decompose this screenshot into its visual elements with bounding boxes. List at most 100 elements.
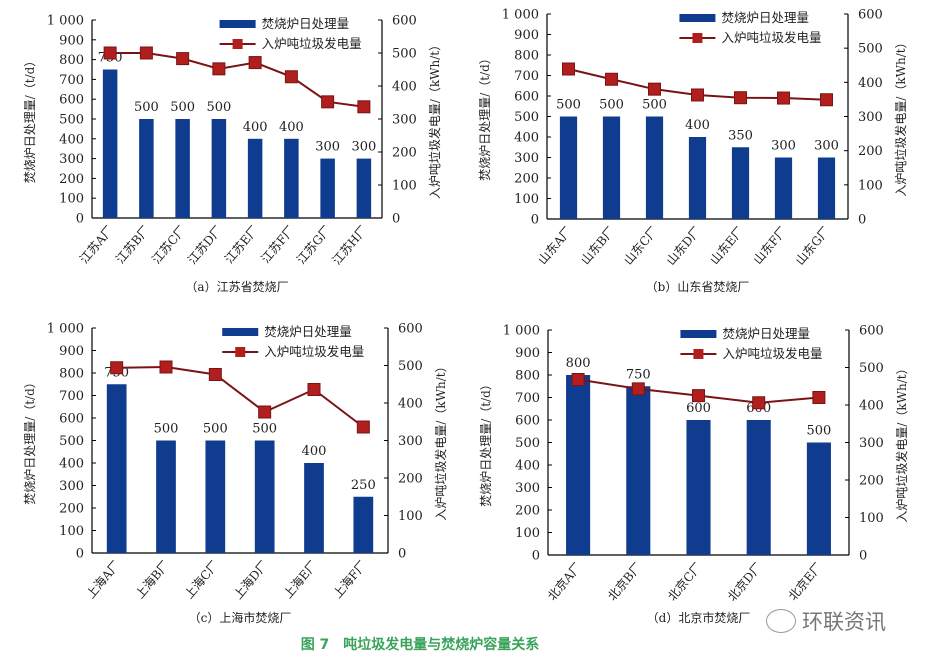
category-label: 北京B厂: [605, 560, 645, 603]
right-tick-label: 200: [392, 146, 417, 161]
bar: [645, 116, 664, 219]
line-marker: [631, 382, 645, 396]
chart-panel-c: 0 100 200 300 400 500 600 700 800 900 1 000 0 100 200…: [23, 322, 448, 626]
legend-line-label: 入炉吨垃圾发电量: [264, 344, 364, 359]
bar: [746, 420, 771, 555]
category-label: 上海A厂: [83, 557, 123, 601]
left-tick-label: 800: [59, 53, 84, 68]
legend-bar-swatch: [679, 14, 716, 22]
legend-bar-label: 焚烧炉日处理量: [262, 16, 350, 31]
y-axis-title: 焚烧炉日处理量/（t/d）: [23, 55, 37, 184]
bar: [284, 138, 299, 218]
y2-axis-title: 入炉吨垃圾发电量/（kWh/t）: [893, 36, 908, 196]
bar: [175, 119, 190, 218]
watermark-text: 环联资讯: [802, 610, 886, 634]
left-tick-label: 500: [59, 434, 84, 449]
line-marker: [777, 91, 790, 105]
category-label: 山东D厂: [664, 224, 704, 268]
left-tick-label: 700: [59, 73, 84, 88]
right-tick-label: 300: [858, 110, 883, 125]
y2-axis-title: 入炉吨垃圾发电量/（kWh/t）: [894, 362, 909, 522]
wechat-icon: [766, 609, 796, 633]
category-label: 山东B厂: [578, 224, 618, 267]
bar-data-label: 400: [685, 118, 710, 133]
line-marker: [820, 93, 833, 107]
left-tick-label: 400: [59, 132, 84, 147]
left-tick-label: 500: [59, 113, 84, 128]
category-label: 北京A厂: [545, 560, 584, 603]
left-tick-label: 200: [59, 502, 84, 517]
right-tick-label: 600: [392, 14, 417, 29]
line-marker: [208, 368, 222, 381]
legend-bar-swatch: [222, 328, 259, 336]
bar: [254, 440, 275, 553]
right-tick-label: 400: [392, 80, 417, 95]
line-marker: [110, 361, 124, 375]
bar: [731, 147, 750, 219]
category-label: 山东A厂: [535, 224, 574, 267]
category-label: 上海F厂: [330, 557, 370, 601]
left-tick-label: 900: [515, 346, 540, 361]
bar-data-label: 750: [626, 367, 651, 382]
bar-data-label: 500: [170, 100, 195, 115]
left-tick-label: 1 000: [47, 322, 84, 337]
bar-data-label: 500: [206, 100, 231, 115]
line-marker: [212, 62, 226, 76]
line-marker: [356, 420, 370, 434]
line-marker: [176, 52, 190, 66]
category-label: 山东C厂: [621, 224, 661, 268]
bar-data-label: 250: [351, 478, 376, 493]
bar: [106, 384, 127, 553]
right-tick-label: 100: [859, 511, 884, 526]
bar: [356, 158, 372, 218]
bar-data-label: 300: [814, 139, 839, 154]
bar: [205, 440, 226, 553]
line-marker: [159, 360, 173, 374]
left-tick-label: 300: [59, 479, 84, 494]
line-marker: [605, 72, 618, 86]
line-marker: [562, 62, 575, 76]
line-marker: [648, 82, 661, 96]
y-axis-title: 焚烧炉日处理量/（t/d）: [23, 376, 37, 505]
bar: [156, 440, 176, 553]
left-tick-label: 1 000: [502, 8, 539, 23]
right-tick-label: 0: [392, 212, 400, 227]
left-tick-label: 900: [514, 28, 539, 43]
bar: [817, 157, 836, 219]
right-tick-label: 100: [398, 509, 423, 524]
category-label: 上海E厂: [280, 557, 320, 601]
right-tick-label: 500: [859, 361, 884, 376]
bar: [602, 116, 621, 219]
category-label: 江苏A厂: [77, 223, 116, 266]
right-tick-label: 0: [859, 549, 867, 564]
left-tick-label: 200: [59, 172, 84, 187]
category-label: 江苏E厂: [222, 223, 261, 266]
bar-data-label: 500: [642, 98, 667, 113]
category-label: 北京C厂: [665, 560, 705, 604]
y2-axis-title: 入炉吨垃圾发电量/（kWh/t）: [433, 360, 448, 520]
panel-caption: （c）上海市焚烧厂: [189, 610, 292, 625]
right-tick-label: 100: [858, 178, 883, 193]
bar-data-label: 400: [302, 444, 327, 459]
line-marker: [139, 46, 153, 60]
bar-data-label: 800: [566, 356, 591, 371]
chart-panel-d: 0 100 200 300 400 500 600 700 800 900 1 000 0 100 200…: [479, 324, 909, 626]
left-tick-label: 900: [59, 344, 84, 359]
left-tick-label: 0: [76, 547, 84, 562]
bar-data-label: 500: [599, 98, 624, 113]
left-tick-label: 100: [59, 524, 84, 539]
category-label: 上海D厂: [230, 557, 271, 602]
line-marker: [812, 391, 826, 404]
line-marker: [752, 396, 766, 410]
bar: [686, 420, 711, 555]
left-tick-label: 300: [514, 151, 539, 166]
left-tick-label: 700: [514, 69, 539, 84]
left-tick-label: 0: [76, 212, 84, 227]
left-tick-label: 700: [515, 391, 540, 406]
bar: [304, 463, 324, 553]
legend-line-label: 入炉吨垃圾发电量: [722, 346, 822, 361]
right-tick-label: 0: [398, 547, 406, 562]
bar: [102, 69, 118, 218]
line-marker: [571, 373, 585, 386]
